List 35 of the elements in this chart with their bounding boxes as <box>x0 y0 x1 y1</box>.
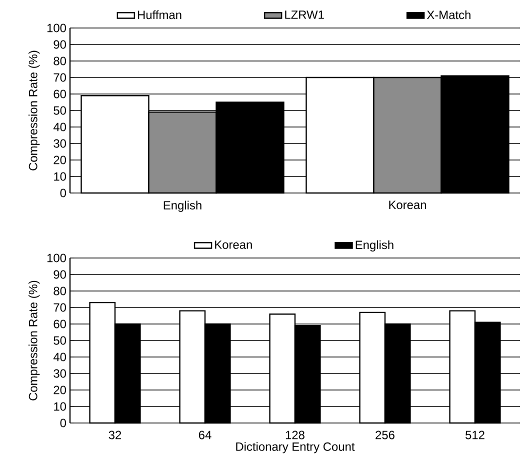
y-tick-label: 0 <box>60 418 66 428</box>
legend-label: X-Match <box>426 10 470 20</box>
legend-label: LZRW1 <box>285 10 324 19</box>
x-tick-label: 64 <box>198 430 212 440</box>
y-tick-label: 80 <box>54 56 66 66</box>
y-axis-title: Compression Rate (%) <box>28 50 40 170</box>
y-tick-label: 60 <box>54 320 66 328</box>
y-tick-label: 50 <box>54 106 66 115</box>
y-tick-label: 90 <box>54 40 66 49</box>
y-tick-label: 90 <box>54 270 66 279</box>
y-tick-label: 10 <box>54 172 66 181</box>
x-tick-label: 32 <box>108 430 122 440</box>
x-axis-title: Dictionary Entry Count <box>236 442 355 454</box>
y-tick-label: 40 <box>53 122 66 132</box>
y-tick-label: 80 <box>54 286 66 296</box>
y-tick-label: 70 <box>54 73 66 82</box>
y-tick-label: 70 <box>54 303 66 312</box>
legend-label: Korean <box>215 240 252 249</box>
y-tick-label: 30 <box>54 139 66 148</box>
y-tick-label: 100 <box>47 254 66 262</box>
legend-label: English <box>356 240 394 252</box>
y-tick-label: 30 <box>54 369 66 378</box>
y-tick-label: 40 <box>53 352 66 362</box>
y-tick-label: 60 <box>54 90 66 98</box>
x-tick-label: 512 <box>466 430 484 440</box>
legend-label: Huffman <box>138 10 182 20</box>
y-tick-label: 0 <box>60 188 66 198</box>
x-tick-label: 128 <box>286 430 304 440</box>
y-tick-label: 10 <box>54 402 66 411</box>
y-tick-label: 20 <box>54 156 66 164</box>
y-tick-label: 100 <box>47 24 66 32</box>
x-tick-label: 256 <box>376 430 394 440</box>
y-tick-label: 20 <box>54 386 66 394</box>
y-tick-label: 50 <box>54 336 66 345</box>
y-axis-title: Compression Rate (%) <box>28 280 40 400</box>
